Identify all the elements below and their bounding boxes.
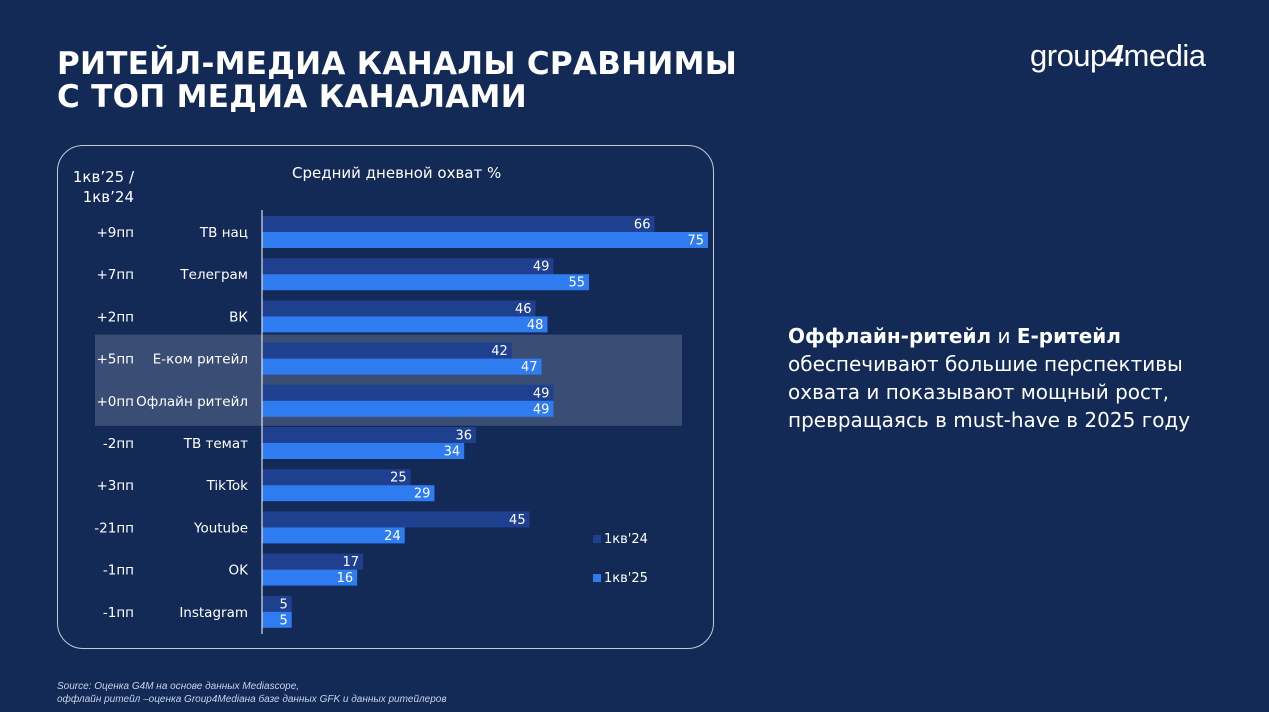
data-label: 34 [444, 445, 461, 460]
data-label: 55 [569, 276, 586, 291]
bar-q1-25 [262, 485, 435, 502]
bar-q1-24 [262, 511, 530, 528]
source-line-1: Source: Оценка G4M на основе данных Medi… [57, 681, 300, 692]
slide-title: РИТЕЙЛ-МЕДИА КАНАЛЫ СРАВНИМЫ С ТОП МЕДИА… [57, 48, 737, 114]
data-label: 5 [279, 597, 287, 612]
bar-q1-25 [262, 400, 554, 417]
chart-panel [57, 145, 714, 649]
category-label: Youtube [193, 520, 248, 536]
data-label: 5 [279, 613, 287, 628]
bar-q1-25 [262, 569, 358, 586]
change-label: +0пп [96, 394, 134, 410]
legend-label: 1кв'24 [604, 532, 648, 547]
change-label: +5пп [96, 352, 134, 368]
bar-q1-24 [262, 469, 411, 486]
category-label: ТВ темат [183, 436, 248, 452]
source-note: Source: Оценка G4M на основе данных Medi… [57, 680, 447, 706]
data-label: 47 [521, 360, 538, 375]
change-label: -2пп [103, 436, 134, 452]
legend-label: 1кв'25 [604, 571, 648, 586]
bar-q1-24 [262, 258, 554, 275]
bar-q1-24 [262, 384, 554, 401]
insight-rest: обеспечивают большие перспективы охвата … [788, 352, 1191, 432]
change-label: -1пп [103, 563, 134, 579]
change-label: +2пп [96, 309, 134, 325]
data-label: 17 [343, 555, 360, 570]
change-label: +7пп [96, 267, 134, 283]
chart-title: Средний дневной охват % [292, 164, 502, 182]
bar-q1-25 [262, 358, 542, 375]
category-label: TikTok [206, 478, 249, 494]
data-label: 75 [687, 234, 704, 249]
bar-q1-25 [262, 232, 708, 248]
change-label: +3пп [96, 478, 134, 494]
data-label: 16 [337, 571, 354, 586]
bar-q1-24 [262, 300, 536, 317]
data-label: 25 [390, 471, 407, 486]
bar-q1-24 [262, 595, 292, 612]
title-line-1: РИТЕЙЛ-МЕДИА КАНАЛЫ СРАВНИМЫ [57, 46, 738, 82]
data-label: 29 [414, 487, 431, 502]
legend-swatch [593, 574, 601, 582]
period-comparison-line-2: 1кв’24 [82, 188, 134, 206]
bar-q1-24 [262, 553, 364, 570]
data-label: 36 [456, 429, 473, 444]
data-label: 49 [533, 402, 550, 417]
change-label: +9пп [96, 225, 134, 241]
key-insight-text: Оффлайн-ритейл и E-ритейл обеспечивают б… [788, 324, 1191, 432]
category-label: ВК [229, 309, 248, 325]
data-label: 46 [515, 302, 532, 317]
category-label: Е-ком ритейл [153, 352, 248, 368]
data-label: 66 [634, 218, 651, 233]
source-line-2: оффлайн ритейл –оценка Group4Mediaна баз… [57, 694, 447, 705]
legend-swatch [593, 535, 601, 543]
data-label: 48 [527, 318, 544, 333]
data-label: 49 [533, 386, 550, 401]
data-label: 45 [509, 513, 526, 528]
category-label: OK [229, 563, 250, 579]
category-label: Instagram [179, 605, 248, 621]
category-label: Телеграм [179, 267, 248, 283]
category-label: Офлайн ритейл [136, 394, 248, 410]
brand-logo: group4media [1030, 38, 1206, 73]
period-comparison-line-1: 1кв’25 / [72, 168, 134, 186]
title-line-2: С ТОП МЕДИА КАНАЛАМИ [57, 79, 527, 115]
bar-q1-24 [262, 342, 512, 359]
offline-retail-emphasis: Оффлайн-ритейл [788, 324, 992, 348]
e-retail-emphasis: E-ритейл [1016, 324, 1121, 348]
data-label: 24 [384, 529, 401, 544]
data-label: 42 [491, 344, 508, 359]
bar-q1-24 [262, 216, 655, 232]
bar-q1-25 [262, 443, 465, 459]
data-label: 49 [533, 260, 550, 275]
change-label: -21пп [94, 520, 134, 536]
bar-q1-25 [262, 274, 590, 291]
bar-q1-25 [262, 527, 405, 544]
category-label: ТВ нац [199, 225, 248, 241]
bar-q1-25 [262, 316, 548, 333]
period-comparison-label: 1кв’25 / 1кв’24 [73, 167, 134, 207]
bar-q1-24 [262, 427, 477, 443]
bar-q1-25 [262, 611, 292, 628]
change-label: -1пп [103, 605, 134, 621]
